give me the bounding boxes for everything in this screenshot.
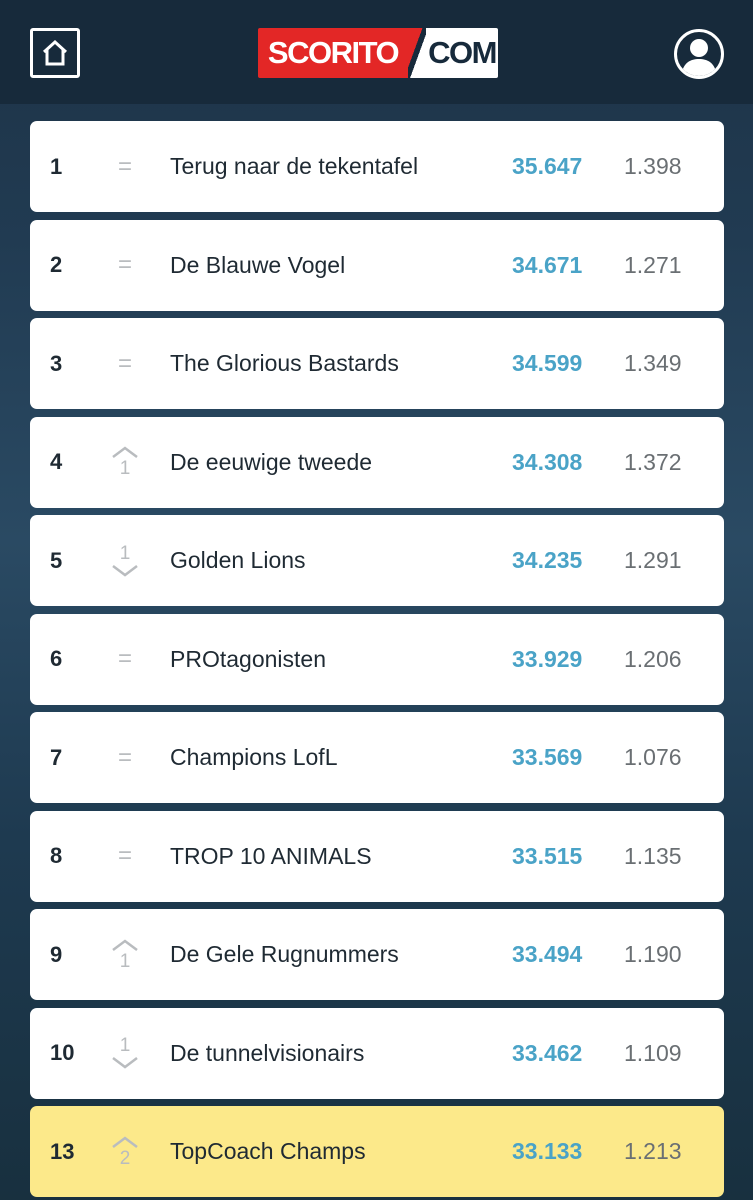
team-round-points: 1.076	[624, 744, 682, 770]
scorito-logo[interactable]: SCORITO COM	[258, 28, 498, 78]
ranking-row[interactable]: 6 = PROtagonisten 33.929 1.206	[30, 613, 724, 705]
profile-button[interactable]	[674, 29, 724, 79]
no-change-label: =	[117, 152, 132, 180]
top-bar: SCORITO COM	[0, 0, 753, 104]
no-change-label: =	[117, 645, 132, 672]
team-score: 33.515	[512, 842, 583, 869]
ranking-row[interactable]: 2 = De Blauwe Vogel 34.671 1.271	[30, 219, 724, 311]
team-name: De eeuwige tweede	[170, 448, 373, 475]
rank-change-indicator: 1	[102, 432, 148, 492]
rank-number: 3	[50, 350, 63, 376]
no-change-label: =	[117, 743, 132, 771]
ranking-row[interactable]: 9 1 De Gele Rugnummers 33.494 1.190	[30, 909, 724, 1000]
team-name: Golden Lions	[170, 547, 306, 573]
rank-change-value: 1	[119, 542, 131, 564]
rank-change-indicator: =	[102, 137, 148, 197]
no-change-label: =	[117, 251, 132, 278]
team-score: 33.494	[512, 941, 583, 967]
chevron-up-icon	[112, 938, 138, 951]
ranking-row[interactable]: 1 = Terug naar de tekentafel 35.647 1.398	[30, 121, 724, 212]
ranking-row[interactable]: 7 = Champions LofL 33.569 1.076	[30, 712, 724, 803]
profile-icon	[681, 39, 717, 76]
team-score: 33.569	[512, 744, 583, 770]
rank-number: 13	[50, 1138, 75, 1164]
team-round-points: 1.190	[624, 941, 682, 967]
rank-change-indicator: =	[102, 728, 148, 788]
team-round-points: 1.349	[624, 350, 682, 376]
team-round-points: 1.398	[624, 153, 682, 179]
logo-slash	[408, 28, 426, 78]
ranking-row[interactable]: 10 1 De tunnelvisionairs 33.462 1.109	[30, 1007, 724, 1099]
rank-change-value: 1	[119, 1035, 131, 1056]
team-name: De Gele Rugnummers	[170, 941, 399, 967]
team-score: 33.462	[512, 1039, 583, 1066]
rank-change-indicator: =	[102, 826, 148, 886]
team-score: 34.599	[512, 350, 583, 376]
ranking-row[interactable]: 13 2 TopCoach Champs 33.133 1.213	[30, 1106, 724, 1197]
team-name: Champions LofL	[170, 744, 338, 770]
team-name: The Glorious Bastards	[170, 350, 399, 376]
chevron-up-icon	[112, 1135, 138, 1148]
team-round-points: 1.213	[624, 1138, 682, 1164]
home-icon	[42, 39, 68, 66]
chevron-down-icon	[112, 564, 138, 577]
team-score: 34.235	[512, 547, 583, 573]
home-button[interactable]	[30, 28, 80, 78]
team-score: 35.647	[512, 153, 583, 179]
rank-number: 5	[50, 547, 63, 573]
rank-number: 9	[50, 941, 63, 967]
ranking-row[interactable]: 3 = The Glorious Bastards 34.599 1.349	[30, 318, 724, 409]
ranking-row[interactable]: 4 1 De eeuwige tweede 34.308 1.372	[30, 416, 724, 508]
team-name: PROtagonisten	[170, 645, 326, 672]
rank-number: 8	[50, 843, 63, 868]
rank-change-value: 1	[119, 458, 131, 479]
rank-number: 6	[50, 646, 63, 671]
team-round-points: 1.135	[624, 842, 682, 869]
chevron-down-icon	[112, 1057, 138, 1069]
team-score: 33.133	[512, 1138, 583, 1164]
ranking-row[interactable]: 5 1 Golden Lions 34.235 1.291	[30, 515, 724, 606]
rank-change-indicator: =	[102, 334, 148, 394]
team-name: TROP 10 ANIMALS	[170, 842, 372, 869]
team-round-points: 1.206	[624, 645, 682, 672]
logo-right-text: COM	[426, 28, 498, 78]
rank-change-indicator: 2	[102, 1122, 148, 1182]
team-name: De Blauwe Vogel	[170, 251, 346, 278]
team-score: 34.671	[512, 251, 583, 278]
team-score: 33.929	[512, 645, 583, 672]
rank-change-indicator: =	[102, 629, 148, 689]
rank-number: 1	[50, 153, 63, 179]
rank-number: 10	[50, 1040, 75, 1065]
rank-number: 2	[50, 252, 63, 277]
team-round-points: 1.271	[624, 251, 682, 278]
no-change-label: =	[117, 349, 132, 377]
team-round-points: 1.109	[624, 1039, 682, 1066]
rank-change-value: 1	[119, 950, 131, 972]
chevron-up-icon	[112, 446, 138, 458]
team-name: TopCoach Champs	[170, 1138, 366, 1164]
no-change-label: =	[117, 842, 132, 869]
team-name: Terug naar de tekentafel	[170, 153, 419, 179]
logo-left-text: SCORITO	[258, 28, 408, 78]
team-round-points: 1.291	[624, 547, 682, 573]
team-round-points: 1.372	[624, 448, 682, 475]
rank-change-value: 2	[119, 1147, 131, 1169]
team-score: 34.308	[512, 448, 583, 475]
rank-change-indicator: 1	[102, 925, 148, 985]
rank-change-indicator: 1	[102, 531, 148, 591]
ranking-row[interactable]: 8 = TROP 10 ANIMALS 33.515 1.135	[30, 810, 724, 902]
rank-change-indicator: =	[102, 235, 148, 295]
rank-number: 4	[50, 449, 63, 474]
rank-number: 7	[50, 744, 63, 770]
rank-change-indicator: 1	[102, 1023, 148, 1083]
team-name: De tunnelvisionairs	[170, 1039, 365, 1066]
